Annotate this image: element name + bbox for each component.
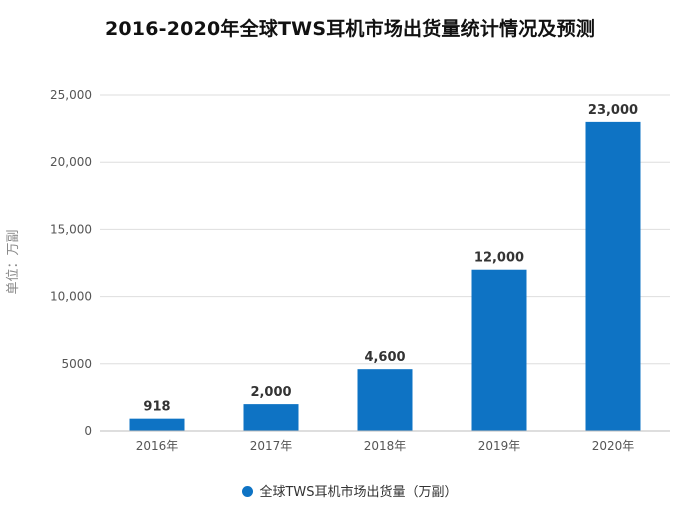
y-axis: 0 5000 10,000 15,000 20,000 25,000 bbox=[50, 88, 92, 438]
y-tick-label: 5000 bbox=[61, 357, 92, 371]
gridlines bbox=[100, 94, 670, 365]
bar bbox=[471, 269, 527, 431]
legend: 全球TWS耳机市场出货量（万副） bbox=[0, 481, 700, 500]
bars: 918 2,000 4,600 12,000 23,000 bbox=[129, 103, 641, 431]
x-tick-label: 2017年 bbox=[250, 439, 293, 453]
y-tick-label: 15,000 bbox=[50, 222, 92, 236]
data-label: 23,000 bbox=[588, 103, 638, 118]
y-tick-label: 0 bbox=[84, 424, 92, 438]
y-tick-label: 20,000 bbox=[50, 155, 92, 169]
bar-chart: 0 5000 10,000 15,000 20,000 25,000 918 2,000 4,… bbox=[6, 88, 670, 453]
legend-label: 全球TWS耳机市场出货量（万副） bbox=[259, 485, 458, 500]
x-tick-label: 2019年 bbox=[478, 439, 521, 453]
data-label: 2,000 bbox=[250, 385, 291, 400]
bar bbox=[585, 121, 641, 431]
x-axis: 2016年 2017年 2018年 2019年 2020年 bbox=[100, 430, 670, 453]
chart-title: 2016-2020年全球TWS耳机市场出货量统计情况及预测 bbox=[104, 18, 596, 40]
legend-marker bbox=[242, 486, 254, 497]
y-tick-label: 10,000 bbox=[50, 290, 92, 304]
y-tick-label: 25,000 bbox=[50, 88, 92, 102]
bar bbox=[243, 404, 299, 431]
y-axis-title: 单位：万副 bbox=[6, 229, 21, 294]
data-label: 918 bbox=[143, 400, 170, 415]
data-label: 4,600 bbox=[364, 350, 405, 365]
x-tick-label: 2020年 bbox=[592, 439, 635, 453]
x-tick-label: 2016年 bbox=[136, 439, 179, 453]
data-label: 12,000 bbox=[474, 251, 524, 266]
x-tick-label: 2018年 bbox=[364, 439, 407, 453]
bar bbox=[357, 369, 413, 431]
bar bbox=[129, 418, 185, 431]
